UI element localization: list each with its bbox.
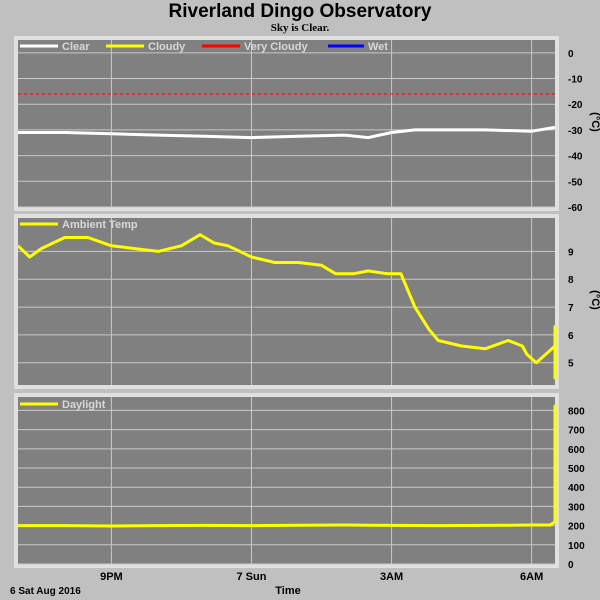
- y-tick-label: 0: [568, 560, 574, 571]
- y-tick-label: 200: [568, 522, 585, 533]
- daylight-y-ticks: 0 100 200 300 400 500 600 700 800: [568, 406, 585, 571]
- daylight-legend: Daylight: [20, 399, 106, 411]
- series-line-daylight: [18, 404, 557, 528]
- x-tick-label: 9PM: [100, 571, 123, 583]
- legend-daylight-label: Daylight: [62, 399, 106, 411]
- legend-very-cloudy-label: Very Cloudy: [244, 41, 308, 53]
- daylight-grid: [18, 397, 555, 565]
- y-tick-label: 800: [568, 406, 585, 417]
- y-tick-label: 6: [568, 331, 574, 342]
- daylight-series: [18, 404, 557, 528]
- sky-temp-plot-area: [18, 40, 555, 207]
- y-tick-label: 100: [568, 541, 585, 552]
- y-tick-label: 400: [568, 483, 585, 494]
- y-tick-label: 5: [568, 359, 574, 370]
- y-tick-label: -60: [568, 203, 583, 214]
- y-tick-label: 600: [568, 445, 585, 456]
- x-axis-label: Time: [275, 585, 300, 597]
- legend-ambient-label: Ambient Temp: [62, 219, 138, 231]
- sky-temp-y-ticks: 0 -10 -20 -30 -40 -50 -60: [568, 49, 583, 214]
- ambient-temp-panel: 5 6 7 8 9 (°C) Ambient Temp: [14, 214, 600, 389]
- y-tick-label: 700: [568, 426, 585, 437]
- ambient-temp-plot-area: [18, 218, 555, 385]
- legend-wet-label: Wet: [368, 41, 388, 53]
- sky-temp-y-axis-label: (°C): [589, 112, 600, 132]
- y-tick-label: -40: [568, 152, 583, 163]
- legend-cloudy-label: Cloudy: [148, 41, 186, 53]
- y-tick-label: -20: [568, 100, 583, 111]
- date-label: 6 Sat Aug 2016: [10, 586, 81, 597]
- series-line-clear: [18, 125, 556, 140]
- y-tick-label: 500: [568, 464, 585, 475]
- y-tick-label: -50: [568, 177, 583, 188]
- sky-temp-grid: [18, 40, 555, 208]
- daylight-plot-area: [18, 397, 555, 564]
- x-tick-label: 6AM: [520, 571, 543, 583]
- sky-temp-series: [18, 125, 556, 140]
- y-tick-label: -30: [568, 126, 583, 137]
- y-tick-label: -10: [568, 75, 583, 86]
- y-tick-label: 7: [568, 303, 574, 314]
- x-tick-label: 3AM: [380, 571, 403, 583]
- legend-clear-label: Clear: [62, 41, 90, 53]
- page-title: Riverland Dingo Observatory: [168, 1, 432, 22]
- y-tick-label: 300: [568, 502, 585, 513]
- y-tick-label: 9: [568, 247, 574, 258]
- y-tick-label: 8: [568, 275, 574, 286]
- ambient-temp-y-ticks: 5 6 7 8 9: [568, 247, 574, 369]
- ambient-temp-series: [16, 233, 557, 380]
- sky-temp-panel: 0 -10 -20 -30 -40 -50 -60 (°C) Clear Cloudy Ve…: [14, 36, 600, 214]
- series-line-ambient-temp: [16, 233, 557, 380]
- sky-legend: Clear Cloudy Very Cloudy Wet: [20, 41, 388, 53]
- sky-status-subtitle: Sky is Clear.: [270, 22, 330, 34]
- ambient-temp-grid: [18, 218, 555, 385]
- daylight-panel: 0 100 200 300 400 500 600 700 800 Daylight: [14, 393, 585, 571]
- ambient-temp-y-axis-label: (°C): [589, 290, 600, 310]
- y-tick-label: 0: [568, 49, 574, 60]
- x-axis-ticks: 9PM 7 Sun 3AM 6AM: [100, 571, 543, 583]
- x-tick-label: 7 Sun: [237, 571, 267, 583]
- ambient-legend: Ambient Temp: [20, 219, 138, 231]
